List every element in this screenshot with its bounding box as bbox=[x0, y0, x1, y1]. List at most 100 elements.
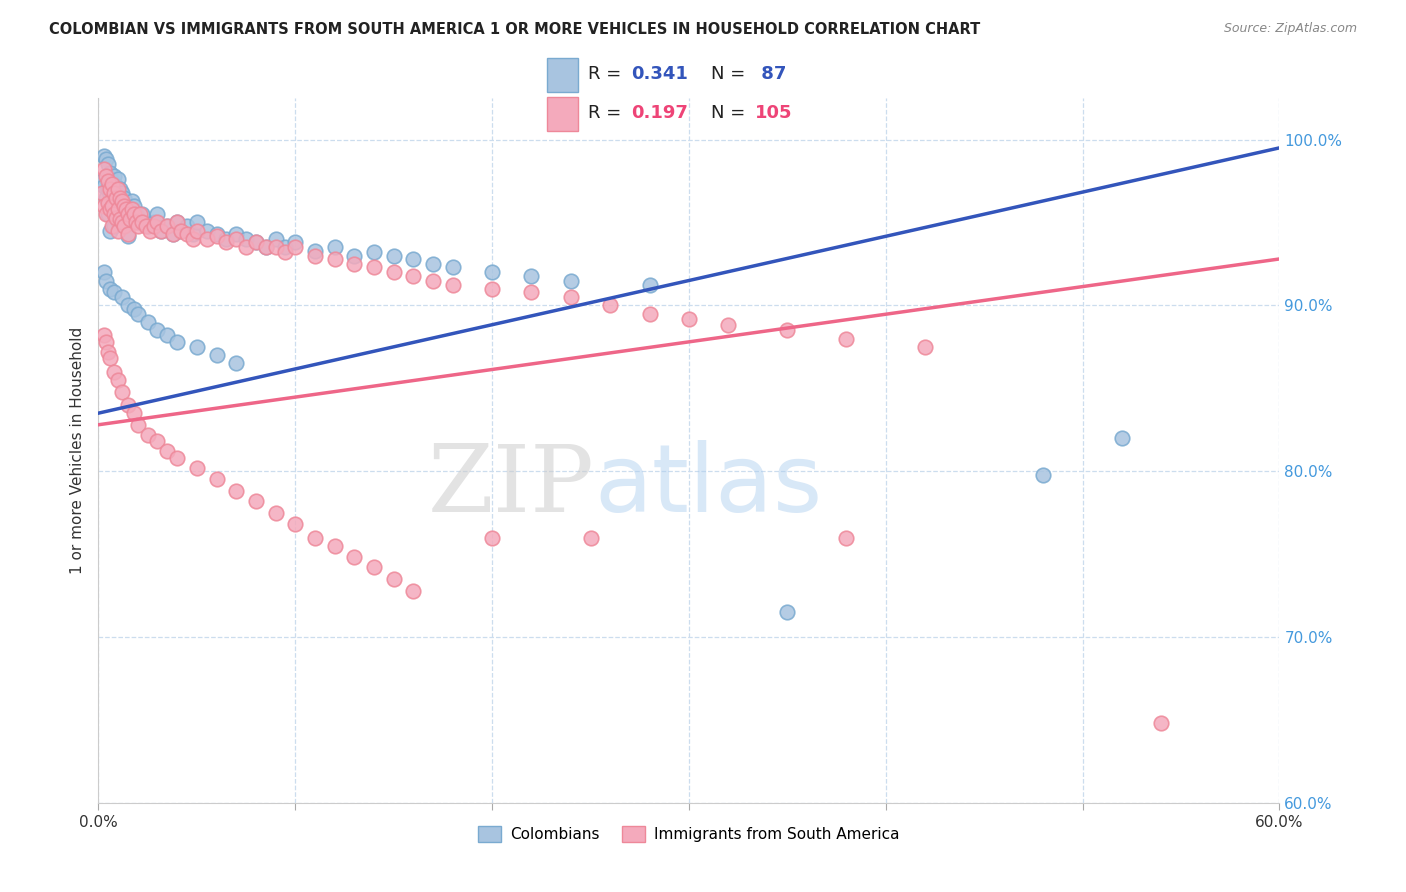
Point bbox=[205, 227, 228, 241]
Point bbox=[112, 199, 135, 213]
Point bbox=[98, 187, 121, 202]
Point bbox=[264, 240, 287, 254]
Point bbox=[101, 219, 124, 233]
Point bbox=[136, 219, 159, 233]
Point bbox=[520, 285, 543, 299]
Point bbox=[107, 182, 129, 196]
Point bbox=[146, 215, 169, 229]
Point bbox=[93, 179, 115, 194]
Point bbox=[914, 340, 936, 354]
Point bbox=[422, 273, 444, 287]
Point bbox=[128, 207, 150, 221]
Point bbox=[107, 172, 129, 186]
Text: R =: R = bbox=[588, 103, 627, 122]
Point bbox=[103, 285, 125, 299]
Point bbox=[105, 179, 128, 194]
Point bbox=[776, 323, 799, 337]
Text: Source: ZipAtlas.com: Source: ZipAtlas.com bbox=[1223, 22, 1357, 36]
Point bbox=[108, 182, 131, 196]
Point bbox=[363, 260, 385, 275]
Point bbox=[245, 494, 267, 508]
Point bbox=[156, 219, 179, 233]
Point bbox=[112, 191, 135, 205]
Point bbox=[97, 195, 120, 210]
Text: R =: R = bbox=[588, 65, 627, 83]
Point bbox=[181, 227, 204, 241]
Text: COLOMBIAN VS IMMIGRANTS FROM SOUTH AMERICA 1 OR MORE VEHICLES IN HOUSEHOLD CORRE: COLOMBIAN VS IMMIGRANTS FROM SOUTH AMERI… bbox=[49, 22, 980, 37]
Point bbox=[142, 219, 165, 233]
Point bbox=[166, 215, 188, 229]
Point bbox=[101, 199, 124, 213]
Point bbox=[93, 328, 115, 343]
Point bbox=[195, 224, 218, 238]
Point bbox=[166, 450, 188, 465]
Point bbox=[560, 273, 582, 287]
Point bbox=[441, 278, 464, 293]
Point bbox=[117, 207, 139, 221]
Point bbox=[98, 351, 121, 366]
Text: 0.197: 0.197 bbox=[631, 103, 688, 122]
Point bbox=[115, 199, 138, 213]
Point bbox=[481, 531, 503, 545]
Point bbox=[363, 245, 385, 260]
Point bbox=[98, 182, 121, 196]
Point bbox=[520, 268, 543, 283]
Point bbox=[382, 249, 405, 263]
Point bbox=[122, 406, 145, 420]
Point bbox=[111, 290, 134, 304]
Point bbox=[343, 249, 366, 263]
Text: N =: N = bbox=[711, 65, 751, 83]
Point bbox=[225, 232, 247, 246]
Point bbox=[166, 334, 188, 349]
Point bbox=[98, 166, 121, 180]
Point bbox=[363, 560, 385, 574]
Point bbox=[776, 605, 799, 619]
Point bbox=[111, 384, 134, 399]
Point bbox=[638, 278, 661, 293]
Point bbox=[245, 235, 267, 250]
Point bbox=[136, 315, 159, 329]
Point bbox=[136, 427, 159, 442]
Point bbox=[108, 191, 131, 205]
FancyBboxPatch shape bbox=[547, 58, 578, 92]
Point bbox=[186, 340, 208, 354]
Point bbox=[150, 224, 173, 238]
Point bbox=[97, 174, 120, 188]
Point bbox=[107, 224, 129, 238]
Point bbox=[284, 235, 307, 250]
Y-axis label: 1 or more Vehicles in Household: 1 or more Vehicles in Household bbox=[70, 326, 86, 574]
Point bbox=[122, 199, 145, 213]
FancyBboxPatch shape bbox=[547, 96, 578, 130]
Point bbox=[166, 215, 188, 229]
Point bbox=[402, 583, 425, 598]
Point bbox=[579, 531, 602, 545]
Point bbox=[304, 531, 326, 545]
Point bbox=[186, 461, 208, 475]
Point bbox=[118, 212, 141, 227]
Point bbox=[108, 212, 131, 227]
Point bbox=[96, 153, 118, 167]
Point bbox=[323, 240, 346, 254]
Point bbox=[176, 227, 198, 241]
Point bbox=[235, 240, 257, 254]
Point bbox=[205, 228, 228, 243]
Point bbox=[108, 203, 131, 218]
Point bbox=[170, 224, 193, 238]
Point bbox=[96, 207, 118, 221]
Point bbox=[402, 268, 425, 283]
Point bbox=[402, 252, 425, 266]
Point bbox=[170, 224, 193, 238]
Point bbox=[93, 265, 115, 279]
Point bbox=[835, 531, 858, 545]
Point bbox=[162, 227, 184, 241]
Point bbox=[560, 290, 582, 304]
Point bbox=[176, 219, 198, 233]
Point bbox=[1032, 467, 1054, 482]
Point bbox=[422, 257, 444, 271]
Point bbox=[101, 178, 124, 192]
Point bbox=[117, 228, 139, 243]
Point bbox=[127, 307, 149, 321]
Point bbox=[117, 398, 139, 412]
Point bbox=[127, 219, 149, 233]
Point bbox=[96, 169, 118, 183]
